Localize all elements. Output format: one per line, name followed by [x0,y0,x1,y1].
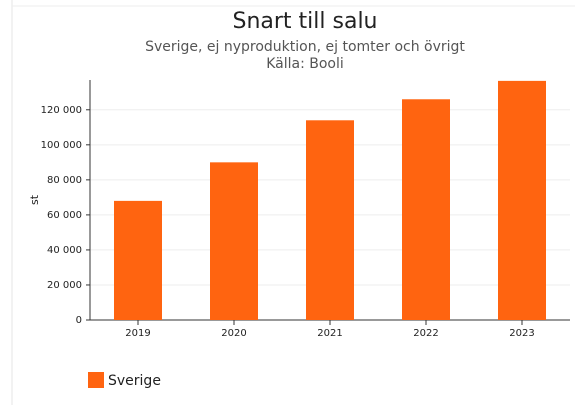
x-tick-label: 2019 [125,328,150,339]
x-tick-label: 2020 [221,328,246,339]
y-tick-label: 120 000 [41,105,82,116]
y-tick-label: 80 000 [47,175,82,186]
x-tick-label: 2021 [317,328,342,339]
chart-subtitle: Sverige, ej nyproduktion, ej tomter och … [145,39,465,55]
bar [402,99,450,320]
y-axis-label: st [28,194,41,205]
bar [306,120,354,321]
chart-source: Källa: Booli [266,56,344,72]
y-tick-label: 40 000 [47,245,82,256]
legend-label: Sverige [108,373,161,389]
bar [114,200,162,320]
y-tick-label: 60 000 [47,210,82,221]
x-tick-label: 2022 [413,328,438,339]
chart-title: Snart till salu [232,9,377,34]
y-tick-label: 20 000 [47,280,82,291]
y-tick-label: 100 000 [41,140,82,151]
legend-swatch [88,372,104,388]
bar [210,162,258,320]
x-tick-label: 2023 [509,328,534,339]
bar [498,80,546,320]
y-tick-label: 0 [76,315,82,326]
